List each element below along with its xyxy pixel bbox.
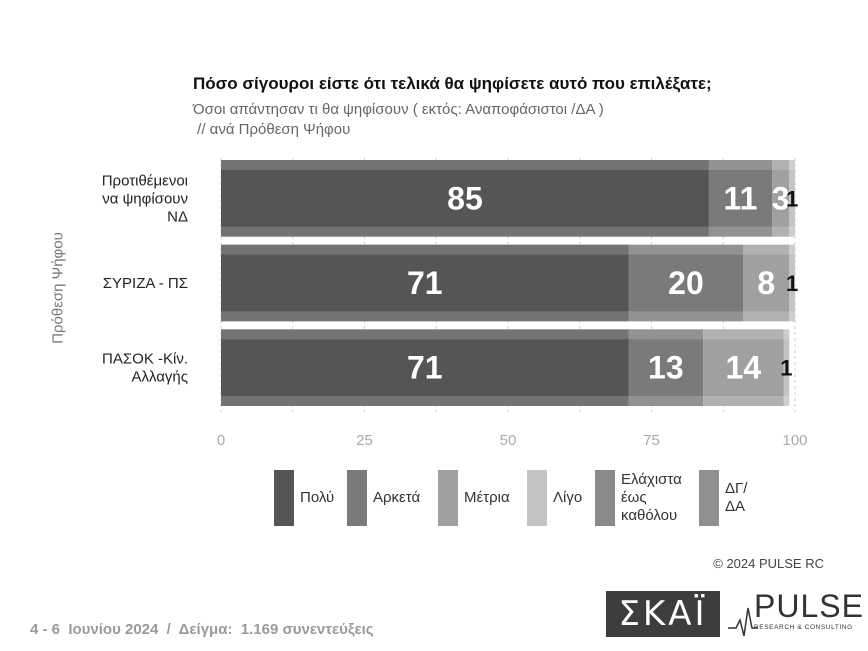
pulse-subtitle: RESEARCH & CONSULTING bbox=[754, 624, 853, 631]
bar-highlight bbox=[221, 396, 629, 406]
skai-logo: ΣΚΑΪ bbox=[606, 591, 720, 637]
bar-highlight bbox=[783, 396, 790, 406]
category-label: ΣΥΡΙΖΑ - ΠΣ bbox=[103, 275, 188, 292]
category-label: ΠΑΣΟΚ -Κίν. Αλλαγής bbox=[102, 351, 188, 386]
heartbeat-icon bbox=[728, 607, 758, 637]
bar-highlight bbox=[221, 329, 629, 340]
legend-label: Λίγο bbox=[553, 489, 583, 506]
category-label: Προτιθέμενοι να ψηφίσουν ΝΔ bbox=[102, 172, 188, 225]
legend-swatch bbox=[595, 470, 615, 526]
data-label: 20 bbox=[668, 265, 704, 301]
bar-segment bbox=[789, 244, 795, 322]
x-tick-label: 75 bbox=[643, 432, 660, 449]
copyright: © 2024 PULSE RC bbox=[713, 556, 824, 571]
legend-swatch bbox=[347, 470, 367, 526]
bar-highlight bbox=[221, 226, 709, 237]
bar-segment bbox=[221, 329, 629, 406]
bar-segment bbox=[221, 244, 629, 322]
legend-item: Ελάχιστα έως καθόλου bbox=[595, 470, 682, 526]
bar-highlight bbox=[628, 244, 744, 255]
bar-highlight bbox=[743, 244, 790, 255]
legend-item: Αρκετά bbox=[347, 470, 420, 526]
x-tick-label: 25 bbox=[356, 432, 373, 449]
data-label: 85 bbox=[447, 180, 483, 216]
bar-highlight bbox=[789, 311, 795, 322]
legend-label: ΔΓ/ ΔΑ bbox=[725, 480, 748, 515]
data-label: 1 bbox=[786, 271, 798, 296]
x-tick-labels: 0 25 50 75 100 bbox=[217, 432, 808, 449]
legend-label: Αρκετά bbox=[373, 489, 421, 506]
bar-segment bbox=[708, 160, 773, 237]
x-tick-label: 0 bbox=[217, 432, 225, 449]
chart-subtitle: Όσοι απάντησαν τι θα ψηφίσουν ( εκτός: Α… bbox=[193, 101, 604, 138]
data-label: 8 bbox=[757, 265, 775, 301]
bar-highlight bbox=[708, 226, 773, 237]
legend-swatch bbox=[699, 470, 719, 526]
legend-item: Λίγο bbox=[527, 470, 582, 526]
bar-segment bbox=[783, 329, 790, 406]
bar-highlight bbox=[743, 311, 790, 322]
bar-highlight bbox=[703, 329, 784, 340]
bar-segment bbox=[628, 329, 704, 406]
bar-highlight bbox=[628, 329, 704, 340]
bar-highlight bbox=[628, 396, 704, 406]
chart-title: Πόσο σίγουροι είστε ότι τελικά θα ψηφίσε… bbox=[193, 74, 712, 93]
data-label: 71 bbox=[407, 265, 443, 301]
legend-item: ΔΓ/ ΔΑ bbox=[699, 470, 747, 526]
data-label: 71 bbox=[407, 350, 443, 386]
data-label: 14 bbox=[726, 350, 762, 386]
bar-highlight bbox=[772, 160, 790, 170]
legend-swatch bbox=[274, 470, 294, 526]
bar-highlight bbox=[772, 226, 790, 237]
x-tick-label: 100 bbox=[782, 432, 807, 449]
pulse-wordmark: PULSE bbox=[754, 588, 864, 624]
data-label: 1 bbox=[780, 356, 792, 381]
data-label: 11 bbox=[724, 180, 758, 216]
pulse-logo: PULSE RESEARCH & CONSULTING bbox=[728, 588, 863, 640]
bar-segment bbox=[743, 244, 790, 322]
data-label: 1 bbox=[786, 186, 798, 211]
bar-segment bbox=[789, 160, 795, 237]
legend-item: Μέτρια bbox=[438, 470, 510, 526]
bar-highlight bbox=[789, 160, 795, 170]
category-labels: Προτιθέμενοι να ψηφίσουν ΝΔ ΣΥΡΙΖΑ - ΠΣ ΠΑΣΟ… bbox=[102, 172, 188, 385]
legend-label: Πολύ bbox=[300, 489, 335, 506]
bar-highlight bbox=[789, 226, 795, 237]
legend-swatch bbox=[438, 470, 458, 526]
x-tick-label: 50 bbox=[500, 432, 517, 449]
bar-highlight bbox=[708, 160, 773, 170]
bar-segment bbox=[772, 160, 790, 237]
bar-segment bbox=[703, 329, 784, 406]
bar-highlight bbox=[628, 311, 744, 322]
survey-info: 4 - 6 Ιουνίου 2024 / Δείγμα: 1.169 συνεν… bbox=[30, 621, 374, 638]
bar-segment bbox=[221, 160, 709, 237]
bar-highlight bbox=[221, 160, 709, 170]
bar-highlight bbox=[789, 244, 795, 255]
data-label: 13 bbox=[648, 350, 684, 386]
bar-highlight bbox=[221, 244, 629, 255]
bar-segment bbox=[628, 244, 744, 322]
bar-highlight bbox=[221, 311, 629, 322]
legend-swatch bbox=[527, 470, 547, 526]
data-label: 3 bbox=[772, 180, 790, 216]
legend-label: Μέτρια bbox=[464, 489, 510, 506]
legend-item: Πολύ bbox=[274, 470, 334, 526]
bar-highlight bbox=[703, 396, 784, 406]
legend-label: Ελάχιστα έως καθόλου bbox=[621, 471, 682, 524]
bar-highlight bbox=[783, 329, 790, 340]
